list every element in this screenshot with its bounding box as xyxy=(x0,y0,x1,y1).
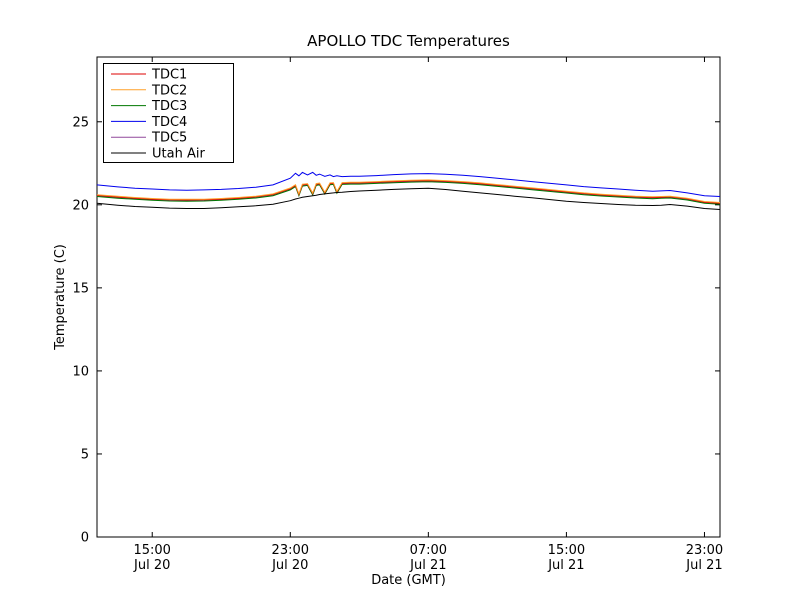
x-tick-label-date: Jul 21 xyxy=(409,558,446,573)
legend-label: TDC1 xyxy=(151,68,187,83)
y-tick-label: 20 xyxy=(72,198,89,213)
y-tick-label: 15 xyxy=(72,281,89,296)
x-tick-label-time: 15:00 xyxy=(133,543,170,558)
y-axis-label: Temperature (C) xyxy=(53,244,68,351)
series-line-tdc3 xyxy=(96,181,721,205)
x-tick-label-date: Jul 21 xyxy=(547,558,584,573)
y-tick-label: 0 xyxy=(81,531,89,546)
y-tick-label: 10 xyxy=(72,364,89,379)
x-tick-label-date: Jul 21 xyxy=(685,558,722,573)
legend-box xyxy=(103,63,234,163)
x-axis-label: Date (GMT) xyxy=(371,573,446,588)
series-line-tdc4 xyxy=(96,171,721,197)
x-tick-label-time: 07:00 xyxy=(410,543,447,558)
x-tick-label-date: Jul 20 xyxy=(271,558,308,573)
x-tick-label-date: Jul 20 xyxy=(133,558,170,573)
x-tick-label-time: 23:00 xyxy=(686,543,723,558)
series-line-tdc1 xyxy=(96,180,721,204)
x-tick-label-time: 23:00 xyxy=(272,543,309,558)
series-line-tdc2 xyxy=(96,179,721,203)
x-tick-label-time: 15:00 xyxy=(548,543,585,558)
y-tick-label: 5 xyxy=(81,447,89,462)
chart-title: APOLLO TDC Temperatures xyxy=(307,32,510,50)
legend-label: TDC2 xyxy=(151,83,187,98)
legend-label: TDC3 xyxy=(151,99,187,114)
y-tick-label: 25 xyxy=(72,115,89,130)
legend-label: Utah Air xyxy=(152,147,205,162)
legend-label: TDC4 xyxy=(151,115,187,130)
legend-label: TDC5 xyxy=(151,131,187,146)
series-line-utah-air xyxy=(96,187,721,210)
